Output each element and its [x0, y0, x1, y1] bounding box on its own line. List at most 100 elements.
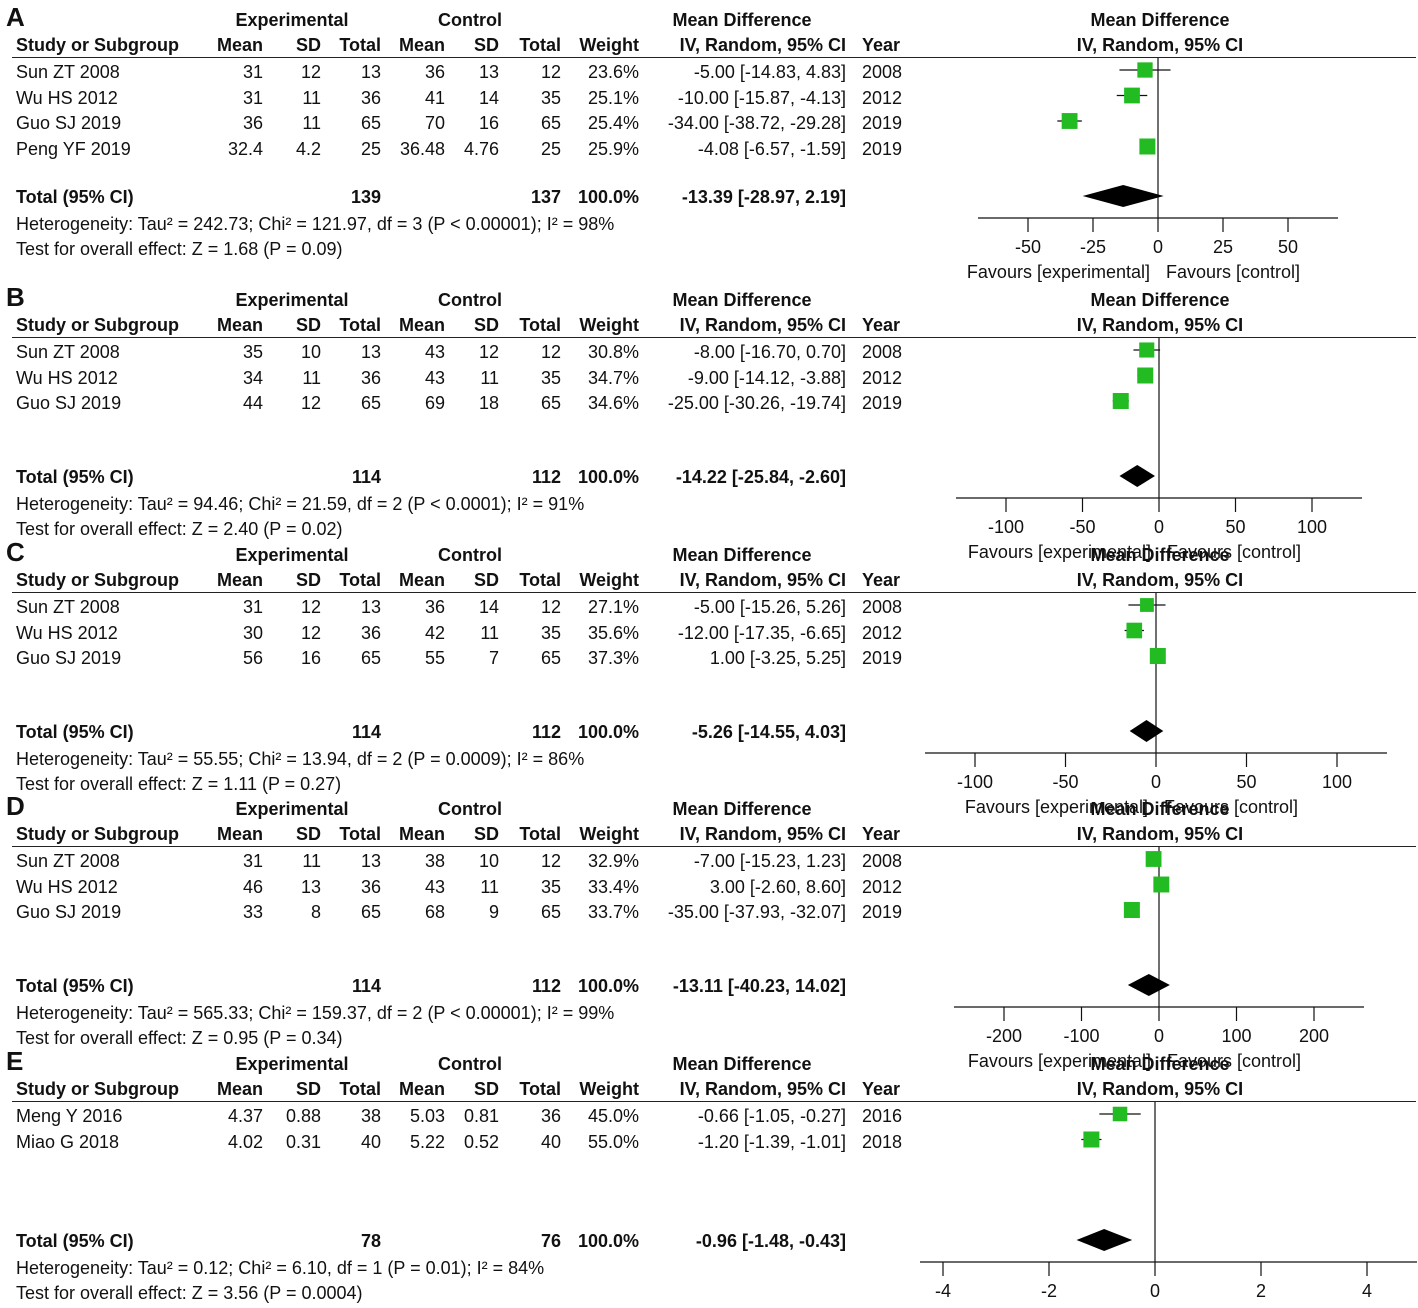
col-exp-sd: SD: [295, 35, 321, 55]
header-separator: [12, 592, 1416, 593]
total-weight: 100.0%: [577, 976, 639, 996]
header-separator: [12, 57, 1416, 58]
exp-mean: 30: [242, 622, 263, 643]
exp-mean: 4.02: [227, 1131, 263, 1152]
col-weight: Weight: [579, 315, 639, 335]
study-ci: -1.20 [-1.39, -1.01]: [697, 1131, 846, 1152]
exp-total: 65: [360, 648, 381, 668]
ctl-total: 12: [540, 597, 561, 617]
total-exp: 78: [360, 1231, 381, 1251]
exp-sd: 0.88: [285, 1106, 321, 1126]
x-tick-label: -50: [1069, 517, 1095, 537]
ctl-total: 35: [540, 622, 561, 643]
x-tick-label: 100: [1297, 517, 1327, 537]
plot-title: Mean Difference: [1090, 545, 1230, 565]
study-name: Sun ZT 2008: [16, 597, 120, 617]
forest-plot: -50 -25 0 25 50 Favours [experimental] Favours…: [967, 58, 1338, 282]
study-square: [1061, 113, 1078, 129]
ctl-total: 65: [540, 902, 561, 922]
col-ctl-mean: Mean: [398, 570, 445, 590]
plot-method: IV, Random, 95% CI: [1076, 1079, 1244, 1099]
exp-total: 13: [360, 851, 381, 871]
ctl-mean: 68: [424, 902, 445, 922]
total-weight: 100.0%: [577, 722, 639, 742]
x-tick-label: -4: [935, 1281, 951, 1301]
exp-mean: 35: [242, 342, 263, 362]
pooled-diamond: [1127, 974, 1170, 996]
x-tick-label: 4: [1362, 1281, 1372, 1301]
study-ci: 1.00 [-3.25, 5.25]: [709, 648, 846, 668]
ctl-total: 12: [540, 342, 561, 362]
ctl-sd: 0.52: [463, 1131, 499, 1152]
exp-sd: 11: [302, 113, 321, 133]
col-exp-mean: Mean: [216, 315, 263, 335]
col-year: Year: [862, 1079, 901, 1099]
study-square: [1123, 902, 1140, 918]
x-tick-label: 0: [1153, 237, 1163, 257]
col-exp-sd: SD: [295, 1079, 321, 1099]
study-weight: 34.6%: [587, 393, 639, 413]
ctl-mean: 41: [424, 87, 445, 108]
header-separator: [12, 337, 1416, 338]
heterogeneity-text: Heterogeneity: Tau² = 565.33; Chi² = 159…: [16, 1003, 615, 1023]
study-year: 2012: [862, 87, 903, 108]
study-year: 2019: [862, 902, 903, 922]
plot-title: Mean Difference: [1090, 1054, 1230, 1074]
header-mean-difference: Mean Difference: [672, 10, 812, 30]
header-experimental: Experimental: [235, 10, 349, 30]
study-weight: 33.7%: [587, 902, 639, 922]
exp-sd: 0.31: [285, 1131, 321, 1152]
study-year: 2008: [862, 851, 903, 871]
study-name: Miao G 2018: [16, 1131, 120, 1152]
study-name: Guo SJ 2019: [16, 113, 122, 133]
exp-sd: 11: [302, 367, 321, 388]
col-exp-mean: Mean: [216, 1079, 263, 1099]
col-weight: Weight: [579, 1079, 639, 1099]
study-square: [1126, 622, 1143, 639]
study-square: [1153, 876, 1170, 893]
study-weight: 32.9%: [587, 851, 639, 871]
forest-panel-b: B Experimental Control Mean Difference Mean …: [0, 282, 1418, 562]
exp-total: 13: [360, 62, 381, 82]
x-tick-label: -100: [988, 517, 1024, 537]
col-md-method: IV, Random, 95% CI: [679, 35, 846, 55]
x-tick-label: -25: [1080, 237, 1106, 257]
total-label: Total (95% CI): [16, 187, 134, 207]
study-name: Guo SJ 2019: [16, 648, 122, 668]
x-tick-label: 50: [1225, 517, 1245, 537]
col-ctl-sd: SD: [473, 315, 499, 335]
study-ci: -12.00 [-17.35, -6.65]: [677, 622, 846, 643]
col-md-method: IV, Random, 95% CI: [679, 824, 846, 844]
exp-sd: 12: [300, 622, 321, 643]
exp-total: 38: [360, 1106, 381, 1126]
study-name: Guo SJ 2019: [16, 393, 122, 413]
total-exp: 114: [351, 722, 381, 742]
exp-mean: 34: [242, 367, 263, 388]
study-weight: 30.8%: [587, 342, 639, 362]
study-weight: 34.7%: [587, 367, 639, 388]
exp-total: 65: [360, 902, 381, 922]
total-label: Total (95% CI): [16, 722, 134, 742]
ctl-sd: 18: [478, 393, 499, 413]
header-control: Control: [438, 10, 502, 30]
col-exp-sd: SD: [295, 824, 321, 844]
exp-mean: 46: [242, 876, 263, 897]
x-tick-label: -100: [1063, 1026, 1099, 1046]
exp-mean: 44: [242, 393, 263, 413]
favours-experimental-label: Favours [experimental]: [968, 1051, 1151, 1071]
col-study: Study or Subgroup: [16, 824, 179, 844]
study-weight: 45.0%: [587, 1106, 639, 1126]
col-weight: Weight: [579, 570, 639, 590]
total-weight: 100.0%: [577, 467, 639, 487]
study-ci: 3.00 [-2.60, 8.60]: [709, 876, 846, 897]
col-year: Year: [862, 315, 901, 335]
col-ctl-total: Total: [519, 824, 561, 844]
total-ci: -14.22 [-25.84, -2.60]: [675, 467, 846, 487]
study-year: 2012: [862, 367, 903, 388]
panel-letter: E: [6, 1046, 24, 1076]
ctl-total: 65: [540, 648, 561, 668]
forest-plot: -100 -50 0 50 100 Favours [experimental] Favou…: [956, 338, 1362, 562]
exp-mean: 31: [242, 62, 263, 82]
col-exp-total: Total: [339, 824, 381, 844]
ctl-total: 25: [540, 138, 561, 159]
